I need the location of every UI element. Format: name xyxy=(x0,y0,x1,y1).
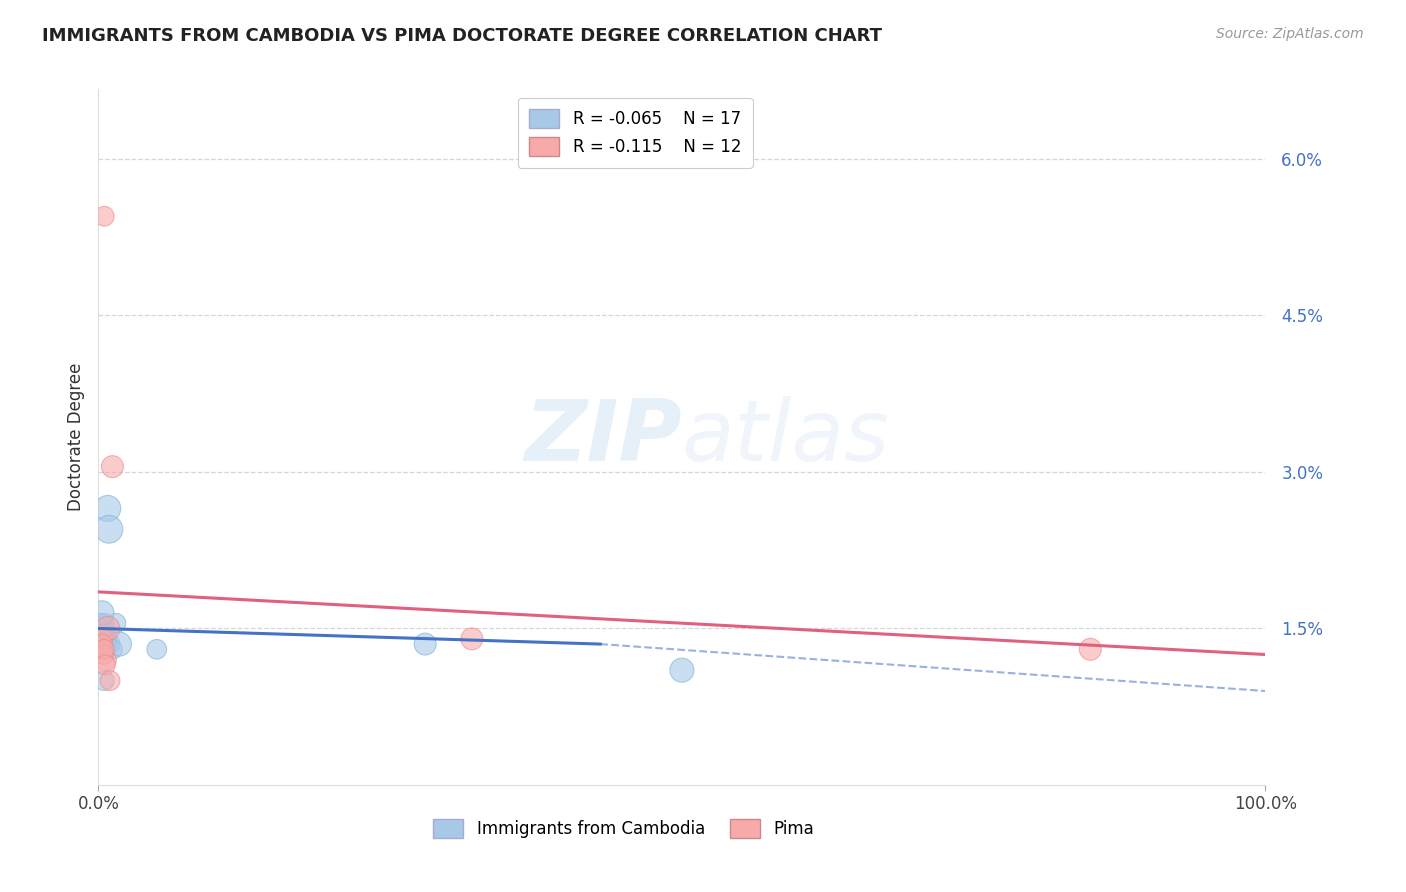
Point xyxy=(94,657,117,672)
Point xyxy=(93,642,115,657)
Point xyxy=(413,637,436,651)
Point xyxy=(91,642,114,657)
Text: ZIP: ZIP xyxy=(524,395,682,479)
Point xyxy=(93,209,115,223)
Point xyxy=(104,616,127,631)
Point xyxy=(101,642,124,657)
Legend: Immigrants from Cambodia, Pima: Immigrants from Cambodia, Pima xyxy=(425,810,823,847)
Point xyxy=(91,632,114,646)
Point xyxy=(93,616,115,631)
Point xyxy=(96,632,118,646)
Point xyxy=(90,626,112,640)
Point xyxy=(91,637,114,651)
Point xyxy=(90,616,112,631)
Point xyxy=(461,632,484,646)
Point xyxy=(671,663,693,677)
Point xyxy=(97,622,120,636)
Point xyxy=(94,637,117,651)
Point xyxy=(108,637,131,651)
Point xyxy=(98,637,121,651)
Point xyxy=(93,673,115,688)
Y-axis label: Doctorate Degree: Doctorate Degree xyxy=(66,363,84,511)
Point xyxy=(93,648,115,662)
Text: Source: ZipAtlas.com: Source: ZipAtlas.com xyxy=(1216,27,1364,41)
Point xyxy=(90,606,112,620)
Text: atlas: atlas xyxy=(682,395,890,479)
Point xyxy=(146,642,169,657)
Point xyxy=(1080,642,1102,657)
Point xyxy=(98,673,121,688)
Point xyxy=(101,459,124,474)
Point xyxy=(97,501,120,516)
Text: IMMIGRANTS FROM CAMBODIA VS PIMA DOCTORATE DEGREE CORRELATION CHART: IMMIGRANTS FROM CAMBODIA VS PIMA DOCTORA… xyxy=(42,27,882,45)
Point xyxy=(94,653,117,667)
Point xyxy=(97,522,120,536)
